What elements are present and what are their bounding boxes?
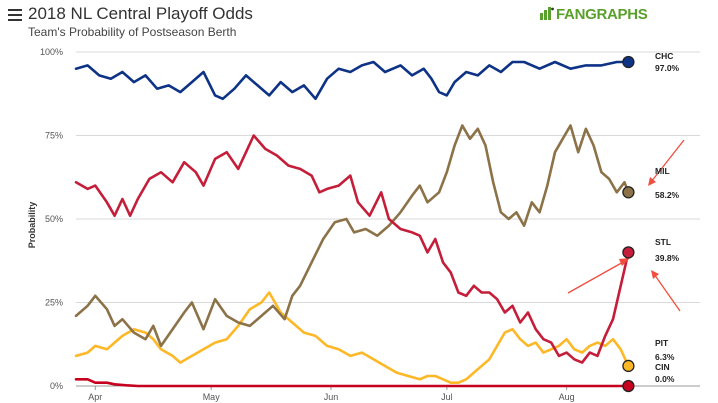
series-line-mil[interactable] <box>74 124 630 348</box>
menu-icon[interactable] <box>8 9 22 21</box>
x-tick-label: Jun <box>324 392 339 402</box>
series-endpoints <box>622 55 635 393</box>
series-lines <box>74 60 630 388</box>
y-tick-label: 25% <box>45 298 63 308</box>
x-tick-label: Aug <box>559 392 575 402</box>
endpoint-chc[interactable] <box>622 55 635 69</box>
series-line-chc[interactable] <box>74 60 630 101</box>
arrow-to-mil-head <box>648 177 656 186</box>
series-name-mil: MIL <box>655 166 670 176</box>
fangraphs-logo[interactable]: FANGRAPHS <box>540 6 648 23</box>
chart-header: 2018 NL Central Playoff Odds Team's Prob… <box>0 0 718 44</box>
series-name-chc: CHC <box>655 51 673 61</box>
y-tick-label: 100% <box>40 47 63 57</box>
y-axis-label: Probability <box>27 202 37 249</box>
x-axis-ticks: Apr May Jun Jul Aug <box>88 386 575 402</box>
series-final-value-mil: 58.2% <box>655 190 680 200</box>
brand-text: FANGRAPHS <box>556 6 648 23</box>
arrow-right-to-stl <box>653 273 681 312</box>
y-axis-ticks: 0% 25% 50% 75% 100% <box>40 47 63 391</box>
series-line-pit[interactable] <box>74 291 630 384</box>
series-line-cin[interactable] <box>74 378 630 388</box>
series-line-stl[interactable] <box>74 134 630 364</box>
endpoint-pit[interactable] <box>622 359 635 373</box>
chart-title: 2018 NL Central Playoff Odds <box>28 4 253 23</box>
series-final-value-pit: 6.3% <box>655 352 675 362</box>
series-final-value-stl: 39.8% <box>655 253 680 263</box>
arrow-left-to-stl <box>567 260 626 294</box>
x-tick-label: May <box>203 392 221 402</box>
y-tick-label: 75% <box>45 131 63 141</box>
annotation-arrows <box>567 139 685 312</box>
chart-subtitle: Team's Probability of Postseason Berth <box>28 25 237 39</box>
series-final-value-cin: 0.0% <box>655 374 675 384</box>
arrow-right-to-stl-head <box>651 270 659 279</box>
series-final-value-chc: 97.0% <box>655 63 680 73</box>
series-name-pit: PIT <box>655 338 669 348</box>
endpoint-stl[interactable] <box>622 246 635 259</box>
fangraphs-logo-icon <box>540 7 554 20</box>
arrow-left-to-stl-head <box>619 258 630 266</box>
series-name-stl: STL <box>655 237 671 247</box>
y-tick-label: 50% <box>45 214 63 224</box>
series-name-cin: CIN <box>655 362 670 372</box>
endpoint-cin[interactable] <box>622 379 635 393</box>
arrow-to-mil <box>650 139 685 183</box>
x-tick-label: Jul <box>441 392 453 402</box>
x-tick-label: Apr <box>88 392 102 402</box>
endpoint-mil[interactable] <box>622 186 635 199</box>
series-labels: CHC 97.0% MIL 58.2% STL 39.8% PIT 6.3%CIN 0.0% <box>655 51 680 384</box>
y-tick-label: 0% <box>50 381 63 391</box>
